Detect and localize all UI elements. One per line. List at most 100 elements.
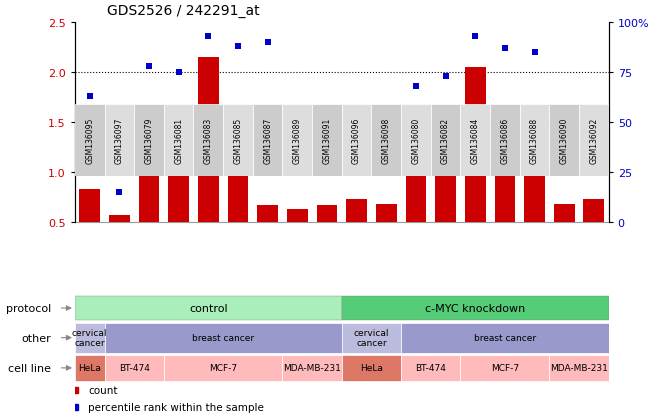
Bar xyxy=(460,104,490,177)
Text: GDS2526 / 242291_at: GDS2526 / 242291_at xyxy=(107,5,260,18)
Text: cervical
cancer: cervical cancer xyxy=(72,328,107,347)
Bar xyxy=(554,204,575,273)
Text: cervical
cancer: cervical cancer xyxy=(353,328,389,347)
Text: GSM136083: GSM136083 xyxy=(204,118,213,164)
Bar xyxy=(490,104,519,177)
Point xyxy=(589,150,599,156)
Text: MDA-MB-231: MDA-MB-231 xyxy=(283,363,341,373)
Point xyxy=(292,165,303,172)
Bar xyxy=(75,355,105,381)
Bar xyxy=(342,355,401,381)
Bar xyxy=(460,355,549,381)
Text: control: control xyxy=(189,303,228,313)
Text: BT-474: BT-474 xyxy=(118,363,150,373)
Text: percentile rank within the sample: percentile rank within the sample xyxy=(89,402,264,412)
Bar xyxy=(312,104,342,177)
Point xyxy=(411,83,421,90)
Text: GSM136079: GSM136079 xyxy=(145,117,154,164)
Point xyxy=(144,63,154,70)
Text: GSM136090: GSM136090 xyxy=(560,117,569,164)
Bar xyxy=(75,296,342,320)
Bar xyxy=(75,323,105,353)
Bar xyxy=(228,130,249,273)
Point xyxy=(381,163,391,170)
Bar xyxy=(164,355,283,381)
Text: MCF-7: MCF-7 xyxy=(491,363,519,373)
Bar xyxy=(401,323,609,353)
Bar xyxy=(109,216,130,273)
Bar xyxy=(105,104,134,177)
Text: GSM136082: GSM136082 xyxy=(441,118,450,164)
Text: breast cancer: breast cancer xyxy=(192,333,254,342)
Text: GSM136095: GSM136095 xyxy=(85,117,94,164)
Text: GSM136080: GSM136080 xyxy=(411,118,421,164)
Text: cell line: cell line xyxy=(8,363,51,373)
Point xyxy=(85,93,95,100)
Text: GSM136091: GSM136091 xyxy=(322,118,331,164)
Text: GSM136097: GSM136097 xyxy=(115,117,124,164)
Bar xyxy=(342,323,401,353)
Bar xyxy=(401,104,431,177)
Bar xyxy=(342,104,372,177)
Bar xyxy=(549,355,609,381)
Point xyxy=(322,150,332,156)
Bar xyxy=(79,190,100,273)
Bar xyxy=(372,104,401,177)
Bar xyxy=(342,296,609,320)
Bar xyxy=(519,104,549,177)
Bar xyxy=(257,206,278,273)
Text: GSM136081: GSM136081 xyxy=(174,118,183,164)
Bar xyxy=(495,116,515,273)
Text: GSM136084: GSM136084 xyxy=(471,118,480,164)
Text: c-MYC knockdown: c-MYC knockdown xyxy=(425,303,525,313)
Point xyxy=(440,74,450,80)
Text: GSM136085: GSM136085 xyxy=(234,118,242,164)
Text: GSM136096: GSM136096 xyxy=(352,117,361,164)
Point xyxy=(173,69,184,76)
Bar xyxy=(283,355,342,381)
Text: other: other xyxy=(21,333,51,343)
Bar xyxy=(431,104,460,177)
Bar xyxy=(75,104,105,177)
Text: MCF-7: MCF-7 xyxy=(209,363,237,373)
Text: GSM136088: GSM136088 xyxy=(530,118,539,164)
Point xyxy=(203,33,214,40)
Text: protocol: protocol xyxy=(6,303,51,313)
Text: BT-474: BT-474 xyxy=(415,363,446,373)
Bar xyxy=(401,355,460,381)
Text: HeLa: HeLa xyxy=(78,363,101,373)
Text: GSM136089: GSM136089 xyxy=(293,118,302,164)
Bar xyxy=(253,104,283,177)
Bar xyxy=(579,104,609,177)
Point xyxy=(500,45,510,52)
Point xyxy=(262,39,273,46)
Bar xyxy=(346,199,367,273)
Bar xyxy=(549,104,579,177)
Text: HeLa: HeLa xyxy=(360,363,383,373)
Bar xyxy=(198,58,219,273)
Bar xyxy=(524,140,545,273)
Point xyxy=(352,139,362,146)
Bar xyxy=(287,210,308,273)
Bar xyxy=(105,323,342,353)
Bar xyxy=(139,153,159,273)
Point xyxy=(529,50,540,56)
Bar xyxy=(376,204,396,273)
Bar xyxy=(164,104,193,177)
Text: count: count xyxy=(89,385,118,395)
Text: GSM136098: GSM136098 xyxy=(381,118,391,164)
Bar xyxy=(168,163,189,273)
Bar xyxy=(105,355,164,381)
Point xyxy=(114,189,124,196)
Bar xyxy=(223,104,253,177)
Bar xyxy=(406,128,426,273)
Bar xyxy=(193,104,223,177)
Point xyxy=(233,43,243,50)
Point xyxy=(470,33,480,40)
Bar xyxy=(465,68,486,273)
Bar xyxy=(436,173,456,273)
Text: breast cancer: breast cancer xyxy=(474,333,536,342)
Point xyxy=(559,153,570,160)
Bar xyxy=(316,206,337,273)
Bar xyxy=(283,104,312,177)
